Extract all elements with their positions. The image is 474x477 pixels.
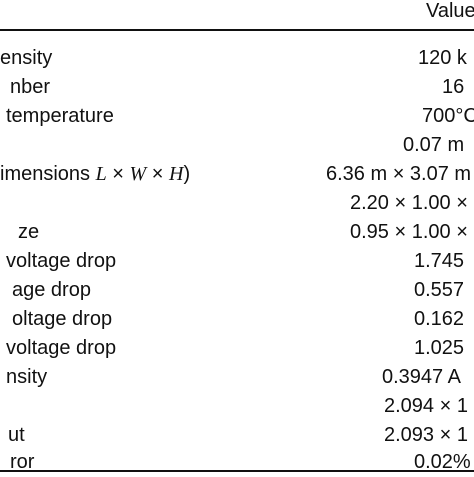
value-cell: 0.95 × 1.00 × (350, 221, 468, 243)
parameter-cell: ror (10, 451, 35, 473)
value-column-header: Value (426, 0, 474, 22)
bottom-rule (0, 470, 474, 472)
value-cell: 16 (442, 76, 465, 98)
parameter-cell: voltage drop (6, 337, 117, 359)
value-cell: 0.02% (414, 451, 471, 473)
value-cell: 0.557 (414, 279, 465, 301)
parameter-cell: ensity (0, 47, 53, 69)
parameter-cell: ze (18, 221, 40, 243)
table-row: voltage drop 1.025 (0, 334, 474, 363)
parameter-cell: imensions L × W × H) (0, 163, 191, 185)
table-row: age drop 0.557 (0, 276, 474, 305)
table-row: ensity 120 k (0, 44, 474, 73)
parameter-cell: nber (10, 76, 51, 98)
table-row: nber 16 (0, 73, 474, 102)
value-cell: 0.162 (414, 308, 465, 330)
table-row: oltage drop 0.162 (0, 305, 474, 334)
table-row: ze 0.95 × 1.00 × (0, 218, 474, 247)
value-cell: 2.094 × 1 (384, 395, 468, 417)
table-row: nsity 0.3947 A (0, 363, 474, 392)
table-row: voltage drop 1.745 (0, 247, 474, 276)
value-cell: 0.3947 A (382, 366, 461, 388)
table-row: 2.094 × 1 (0, 392, 474, 421)
parameter-cell: nsity (6, 366, 48, 388)
value-cell: 6.36 m × 3.07 m (326, 163, 472, 185)
parameter-cell: temperature (6, 105, 114, 127)
table-row: temperature 700°C (0, 102, 474, 131)
parameter-cell: voltage drop (6, 250, 117, 272)
value-cell: 700°C (422, 105, 474, 127)
table-row: 0.07 m (0, 131, 474, 160)
header-rule (0, 29, 474, 31)
value-cell: 2.20 × 1.00 × (350, 192, 468, 214)
table-row: imensions L × W × H) 6.36 m × 3.07 m (0, 160, 474, 189)
value-cell: 2.093 × 1 (384, 424, 468, 446)
value-cell: 1.745 (414, 250, 465, 272)
parameter-cell: age drop (12, 279, 91, 301)
table-row: 2.20 × 1.00 × (0, 189, 474, 218)
value-cell: 0.07 m (403, 134, 465, 156)
table-row: ut 2.093 × 1 (0, 421, 474, 450)
parameter-cell: ut (8, 424, 25, 446)
value-cell: 120 k (418, 47, 467, 69)
table-row: ror 0.02% (0, 448, 474, 477)
parameter-cell: oltage drop (12, 308, 113, 330)
value-cell: 1.025 (414, 337, 465, 359)
